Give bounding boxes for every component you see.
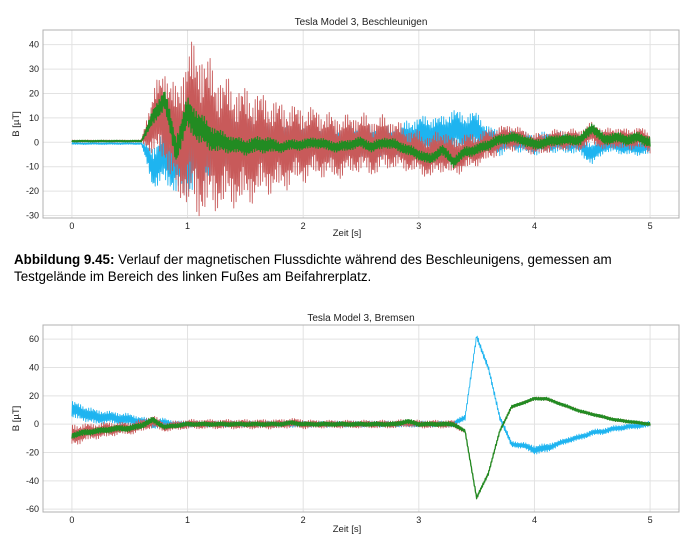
x-tick-label: 2 [301,515,306,525]
x-tick-label: 1 [185,515,190,525]
x-tick-label: 5 [648,221,653,231]
x-tick-label: 2 [301,221,306,231]
y-axis-label: B [µT] [11,111,22,137]
x-tick-label: 1 [185,221,190,231]
x-tick-label: 0 [69,515,74,525]
y-tick-label: -30 [26,211,39,221]
y-tick-label: -10 [26,162,39,172]
series-red [71,41,651,217]
chart-title: Tesla Model 3, Beschleunigen [295,17,428,28]
y-tick-label: -60 [26,504,39,514]
y-tick-label: 20 [29,88,39,98]
x-tick-label: 3 [416,515,421,525]
y-axis-label: B [µT] [11,406,22,432]
y-tick-label: 40 [29,40,39,50]
caption-text: Verlauf der magnetischen Flussdichte wäh… [14,252,612,284]
y-tick-label: -20 [26,448,39,458]
chart-title: Tesla Model 3, Bremsen [307,313,414,324]
x-tick-label: 5 [648,515,653,525]
series-green [71,91,651,169]
figure-caption: Abbildung 9.45: Verlauf der magnetischen… [14,251,684,285]
x-tick-label: 3 [416,221,421,231]
y-tick-label: -20 [26,186,39,196]
x-axis-label: Zeit [s] [333,524,362,535]
chart-bremsen: Tesla Model 3, Bremsen 0 1 2 3 4 5 -60 -40 -20 0 20… [11,313,680,535]
series-red [71,396,651,500]
y-tick-label: 0 [34,419,39,429]
y-tick-label: 60 [29,334,39,344]
y-tick-label: 30 [29,64,39,74]
x-axis-label: Zeit [s] [333,228,362,239]
series-blue [71,335,651,455]
x-tick-label: 0 [69,221,74,231]
y-tick-label: 10 [29,113,39,123]
plot-frame [42,29,680,219]
y-tick-label: 0 [34,137,39,147]
chart-beschleunigen: Tesla Model 3, Beschleunigen 0 1 2 3 4 5 -30 -20… [11,17,680,239]
y-tick-label: 40 [29,363,39,373]
series-green [71,396,651,500]
x-tick-label: 4 [532,515,537,525]
caption-label: Abbildung 9.45: [14,252,115,267]
plot-frame [42,324,680,513]
y-tick-label: 20 [29,391,39,401]
y-tick-label: -40 [26,476,39,486]
x-tick-label: 4 [532,221,537,231]
